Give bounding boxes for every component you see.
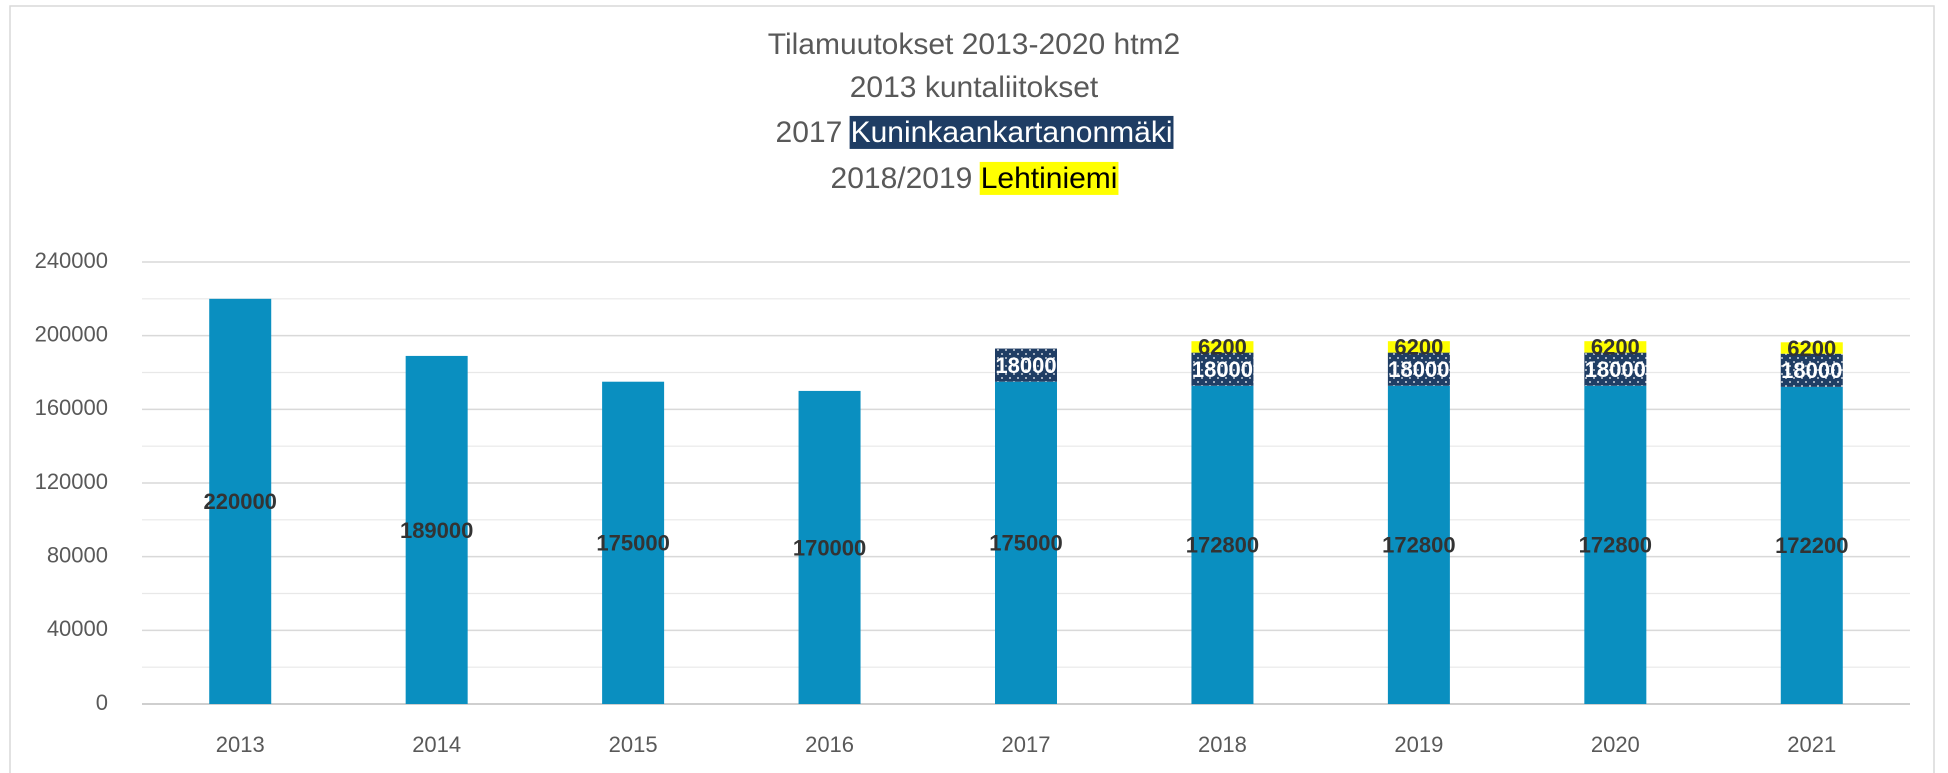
data-label: 6200 bbox=[1198, 335, 1247, 360]
bar-segment bbox=[798, 390, 861, 704]
bar-segment bbox=[1584, 341, 1647, 353]
chart-border bbox=[9, 5, 1935, 773]
data-label: 172800 bbox=[1579, 533, 1652, 558]
bar-segment bbox=[1387, 341, 1450, 353]
bar-segment bbox=[995, 381, 1057, 704]
bar-segment bbox=[405, 355, 468, 704]
data-label: 189000 bbox=[400, 518, 473, 543]
data-label: 18000 bbox=[1781, 358, 1842, 383]
bar-segment bbox=[1191, 385, 1254, 704]
title-prefix: 2018/2019 bbox=[831, 162, 973, 195]
bar-segment bbox=[1584, 352, 1647, 386]
data-label: 172800 bbox=[1186, 533, 1259, 558]
chart-title: 2018/2019 Lehtiniemi bbox=[831, 162, 1118, 195]
title-prefix: 2017 bbox=[776, 116, 843, 149]
data-label: 18000 bbox=[995, 353, 1056, 378]
x-tick-label: 2020 bbox=[1591, 732, 1640, 757]
data-label: 6200 bbox=[1394, 335, 1443, 360]
bar-segment bbox=[995, 348, 1057, 382]
highlight bbox=[979, 161, 1119, 195]
bar-segment bbox=[1780, 353, 1843, 387]
data-label: 220000 bbox=[204, 489, 277, 514]
y-tick-label: 0 bbox=[96, 690, 108, 715]
chart-title: 2017 Kuninkaankartanonmäki bbox=[776, 116, 1173, 149]
y-tick-label: 120000 bbox=[35, 469, 108, 494]
x-tick-label: 2015 bbox=[609, 732, 658, 757]
y-tick-label: 40000 bbox=[47, 616, 108, 641]
series-name: Lehtiniemi bbox=[981, 162, 1118, 195]
x-tick-label: 2017 bbox=[1002, 732, 1051, 757]
highlight bbox=[849, 115, 1174, 149]
title-highlights bbox=[849, 115, 1174, 195]
bar-segment bbox=[1191, 341, 1254, 353]
bar-segment bbox=[1387, 352, 1450, 386]
data-label: 18000 bbox=[1192, 357, 1253, 382]
data-label: 6200 bbox=[1591, 335, 1640, 360]
x-tick-label: 2021 bbox=[1787, 732, 1836, 757]
y-tick-label: 200000 bbox=[35, 321, 108, 346]
chart-title: 2013 kuntaliitokset bbox=[850, 71, 1099, 104]
x-tick-label: 2018 bbox=[1198, 732, 1247, 757]
x-tick-label: 2014 bbox=[412, 732, 461, 757]
x-tick-label: 2019 bbox=[1394, 732, 1443, 757]
data-label: 6200 bbox=[1787, 336, 1836, 361]
bar-segment bbox=[1387, 385, 1450, 704]
data-label: 172800 bbox=[1382, 533, 1455, 558]
bar-segment bbox=[602, 381, 665, 704]
data-label: 18000 bbox=[1585, 357, 1646, 382]
bar-segment bbox=[1584, 385, 1647, 704]
data-label: 175000 bbox=[989, 531, 1062, 556]
bar-segment bbox=[209, 298, 272, 704]
x-tick-label: 2016 bbox=[805, 732, 854, 757]
y-tick-label: 240000 bbox=[35, 248, 108, 273]
data-label: 175000 bbox=[596, 531, 669, 556]
data-label: 172200 bbox=[1775, 533, 1848, 558]
bar-segment bbox=[1780, 342, 1843, 354]
data-label: 18000 bbox=[1388, 357, 1449, 382]
y-tick-label: 80000 bbox=[47, 542, 108, 567]
x-tick-label: 2013 bbox=[216, 732, 265, 757]
bar-segment bbox=[1780, 386, 1843, 704]
series-name: Kuninkaankartanonmäki bbox=[851, 116, 1173, 149]
y-tick-label: 160000 bbox=[35, 395, 108, 420]
chart-title: Tilamuutokset 2013-2020 htm2 bbox=[768, 28, 1180, 61]
data-label: 170000 bbox=[793, 535, 866, 560]
bar-segment bbox=[1191, 352, 1254, 386]
